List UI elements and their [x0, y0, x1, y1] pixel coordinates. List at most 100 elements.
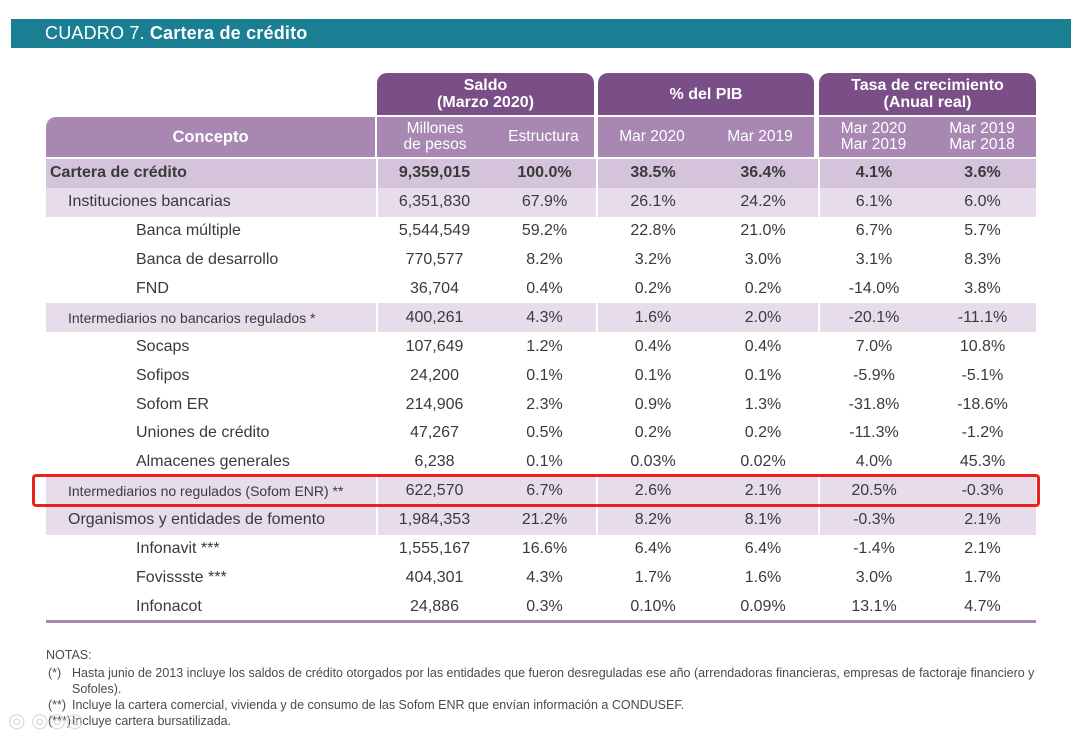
- row-concept: FND: [136, 280, 169, 297]
- header-concepto-label: Concepto: [172, 128, 249, 146]
- row-value: 4.0%: [855, 453, 893, 471]
- note-text: Incluye cartera bursatilizada.: [72, 714, 232, 728]
- row-value: 20.5%: [851, 482, 897, 500]
- row-value: 0.2%: [744, 280, 782, 297]
- column-separator: [596, 563, 598, 593]
- row-value: 8.2%: [526, 251, 563, 269]
- row-value: 2.3%: [526, 395, 563, 413]
- row-value: 400,261: [405, 308, 464, 326]
- row-value: 2.1%: [744, 482, 782, 500]
- row-value: 8.1%: [744, 511, 782, 529]
- column-separator: [596, 534, 598, 564]
- column-separator: [818, 303, 820, 333]
- header-concepto: Concepto: [46, 117, 375, 157]
- notes-section: NOTAS: (*) Hasta junio de 2013 incluye l…: [46, 647, 1046, 729]
- row-concept: Socaps: [136, 337, 190, 355]
- row-value: 0.3%: [526, 597, 563, 615]
- column-separator: [376, 592, 378, 622]
- note-marker: (**): [48, 698, 67, 712]
- row-value: 59.2%: [521, 222, 568, 240]
- header-pib-mar2020-label: Mar 2020: [619, 128, 685, 145]
- column-separator: [596, 592, 598, 622]
- header-tasa1-line2: Mar 2019: [840, 136, 907, 153]
- row-value: 4.7%: [964, 597, 1001, 615]
- row-value: 0.4%: [744, 337, 782, 355]
- table-row: Cartera de crédito 9,359,015 100.0% 38.5% 36…: [46, 159, 1036, 188]
- row-value: -11.3%: [849, 424, 899, 442]
- note-item: (*) Hasta junio de 2013 incluye los sald…: [46, 665, 1046, 697]
- group-header-tasa: Tasa de crecimiento (Anual real): [819, 73, 1036, 115]
- note-marker: (***): [48, 714, 71, 728]
- column-separator: [596, 390, 598, 420]
- row-value: 2.6%: [634, 482, 672, 500]
- column-separator: [818, 332, 820, 362]
- row-concept: Almacenes generales: [136, 453, 290, 471]
- group-header-pib: % del PIB: [598, 73, 814, 115]
- row-value: 0.03%: [630, 453, 676, 471]
- row-value: 3.0%: [744, 251, 782, 269]
- table-row: Sofom ER 214,906 2.3% 0.9% 1.3% -31.8% -18.6%: [46, 390, 1036, 420]
- row-value: 3.0%: [855, 568, 893, 586]
- header-pib-mar2019-label: Mar 2019: [727, 128, 793, 145]
- column-separator: [596, 245, 598, 275]
- table-title: CUADRO 7. Cartera de crédito: [11, 19, 1071, 48]
- column-separator: [596, 419, 598, 448]
- column-separator: [596, 332, 598, 362]
- row-value: 214,906: [405, 395, 464, 413]
- row-concept: Sofipos: [136, 366, 190, 384]
- title-main: Cartera de crédito: [149, 23, 308, 43]
- table-bottom-rule: [46, 620, 1036, 623]
- table-row: Organismos y entidades de fomento 1,984,3…: [46, 505, 1036, 535]
- row-value: -18.6%: [957, 395, 1008, 413]
- row-value: 4.1%: [855, 164, 893, 182]
- row-value: 1.6%: [634, 308, 672, 326]
- group-saldo-line2: (Marzo 2020): [437, 94, 534, 111]
- table-row: Banca múltiple 5,544,549 59.2% 22.8% 21.0% 6.…: [46, 216, 1036, 246]
- row-value: 4.3%: [526, 568, 563, 586]
- column-separator: [818, 534, 820, 564]
- row-value: 8.3%: [964, 251, 1001, 269]
- table-row: Sofipos 24,200 0.1% 0.1% 0.1% -5.9% -5.1%: [46, 361, 1036, 391]
- row-value: 45.3%: [959, 453, 1006, 471]
- header-estructura: Estructura: [493, 117, 594, 157]
- column-separator: [376, 534, 378, 564]
- column-separator: [376, 303, 378, 333]
- row-value: 13.1%: [851, 597, 897, 615]
- table-row: Infonacot 24,886 0.3% 0.10% 0.09% 13.1% 4.7%: [46, 592, 1036, 622]
- header-estructura-label: Estructura: [508, 128, 579, 145]
- row-value: -11.1%: [957, 308, 1008, 326]
- column-separator: [596, 361, 598, 391]
- column-separator: [596, 159, 598, 188]
- table-row: FND 36,704 0.4% 0.2% 0.2% -14.0% 3.8%: [46, 274, 1036, 304]
- table-row: Fovissste *** 404,301 4.3% 1.7% 1.6% 3.0% 1.7%: [46, 563, 1036, 593]
- row-value: 16.6%: [521, 540, 568, 558]
- row-value: 67.9%: [521, 193, 568, 211]
- row-value: 3.6%: [964, 164, 1001, 182]
- group-tasa-line2: (Anual real): [883, 94, 972, 111]
- row-value: 6,238: [414, 453, 455, 471]
- row-value: 2.1%: [964, 540, 1001, 558]
- table-row: Almacenes generales 6,238 0.1% 0.03% 0.02% 4.…: [46, 447, 1036, 477]
- column-separator: [596, 187, 598, 217]
- column-separator: [376, 245, 378, 275]
- row-concept: Instituciones bancarias: [68, 193, 231, 211]
- table-row: Intermediarios no bancarios regulados * 4…: [46, 303, 1036, 333]
- column-separator: [818, 216, 820, 246]
- column-separator: [596, 476, 598, 506]
- group-header-saldo: Saldo (Marzo 2020): [377, 73, 594, 115]
- row-value: 36.4%: [740, 164, 786, 182]
- row-value: 36,704: [410, 280, 459, 297]
- header-tasa1-line1: Mar 2020: [840, 120, 907, 137]
- title-prefix: CUADRO 7.: [45, 23, 145, 43]
- row-concept: Cartera de crédito: [50, 164, 187, 182]
- column-separator: [376, 159, 378, 188]
- row-concept: Uniones de crédito: [136, 424, 270, 442]
- row-value: 404,301: [405, 568, 464, 586]
- highlight-callout-box: [32, 474, 1040, 507]
- row-value: -1.2%: [961, 424, 1004, 442]
- row-value: -5.1%: [961, 366, 1004, 384]
- column-separator: [376, 187, 378, 217]
- column-separator: [376, 476, 378, 506]
- header-pib-mar2020: Mar 2020: [598, 117, 706, 157]
- column-separator: [376, 505, 378, 535]
